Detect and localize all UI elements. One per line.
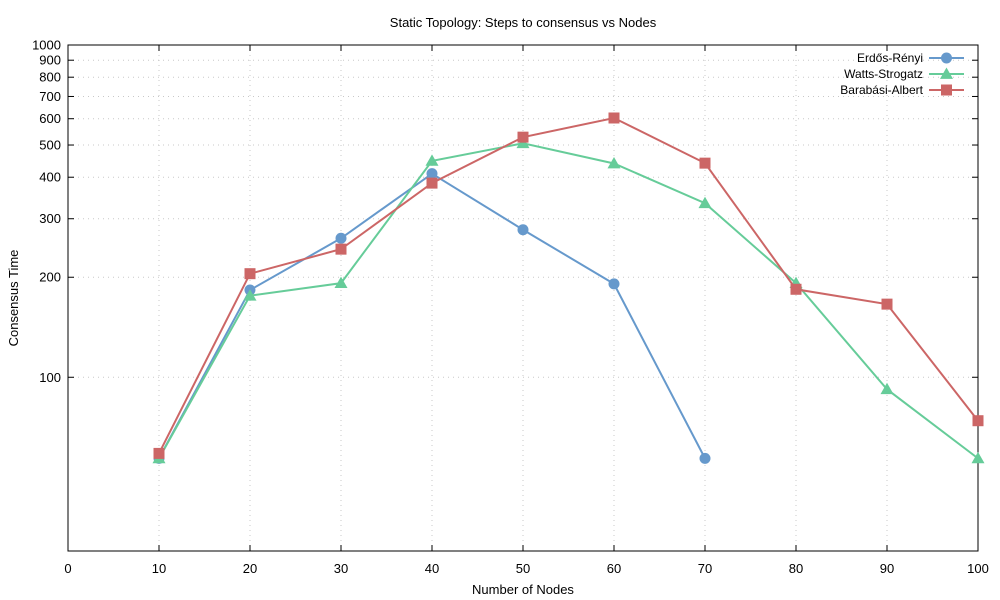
x-tick-label: 10 (152, 561, 166, 576)
x-tick-label: 80 (789, 561, 803, 576)
legend-entry: Erdős-Rényi (857, 51, 964, 65)
x-tick-label: 60 (607, 561, 621, 576)
legend-marker (941, 52, 952, 64)
data-point (608, 112, 620, 124)
series-1 (153, 168, 711, 464)
data-point (153, 447, 165, 459)
y-tick-label: 600 (39, 111, 61, 126)
legend-entry: Barabási-Albert (840, 83, 964, 97)
data-point (334, 276, 348, 289)
y-tick-label: 800 (39, 70, 61, 85)
data-point (699, 157, 711, 169)
x-tick-label: 0 (64, 561, 71, 576)
x-tick-label: 20 (243, 561, 257, 576)
series-layer (152, 112, 985, 464)
x-tick-label: 100 (967, 561, 989, 576)
series-line (158, 116, 979, 454)
data-point (335, 232, 347, 244)
y-tick-label: 400 (39, 170, 61, 185)
data-point (426, 177, 438, 189)
data-point (517, 224, 529, 236)
legend-label: Erdős-Rényi (857, 51, 923, 65)
legend-label: Watts-Strogatz (844, 67, 923, 81)
x-axis-title: Number of Nodes (472, 582, 574, 597)
y-tick-label: 200 (39, 270, 61, 285)
data-point (972, 415, 984, 427)
data-point (698, 196, 712, 209)
y-axis-title: Consensus Time (6, 250, 21, 347)
y-tick-label: 500 (39, 138, 61, 153)
y-tick-label: 900 (39, 53, 61, 68)
y-tick-label: 1000 (32, 38, 61, 53)
chart-title: Static Topology: Steps to consensus vs N… (390, 15, 657, 30)
data-point (426, 168, 438, 180)
data-point (425, 154, 439, 166)
data-point (244, 268, 256, 280)
data-point (335, 243, 347, 255)
data-point (881, 298, 893, 310)
data-point (517, 131, 529, 143)
grid-lines (68, 45, 978, 551)
legend: Erdős-Rényi Watts-Strogatz Barabási-Albert (840, 51, 964, 97)
legend-label: Barabási-Albert (840, 83, 923, 97)
legend-marker (940, 67, 953, 79)
y-tick-label: 100 (39, 370, 61, 385)
data-point (971, 451, 985, 464)
x-tick-label: 70 (698, 561, 712, 576)
x-tick-label: 40 (425, 561, 439, 576)
legend-marker (941, 84, 952, 96)
data-point (699, 452, 711, 464)
y-tick-label: 700 (39, 89, 61, 104)
x-tick-label: 90 (880, 561, 894, 576)
x-tick-label: 50 (516, 561, 530, 576)
x-tick-label: 30 (334, 561, 348, 576)
data-point (607, 156, 621, 169)
x-axis-ticks: 0 10 20 30 40 50 60 70 80 90 100 (64, 45, 989, 576)
data-point (608, 278, 620, 290)
y-tick-label: 300 (39, 211, 61, 226)
series-line (158, 142, 979, 460)
series-3 (153, 112, 984, 459)
legend-entry: Watts-Strogatz (844, 67, 964, 81)
data-point (880, 382, 894, 395)
data-point (790, 283, 802, 295)
data-point (243, 289, 257, 301)
